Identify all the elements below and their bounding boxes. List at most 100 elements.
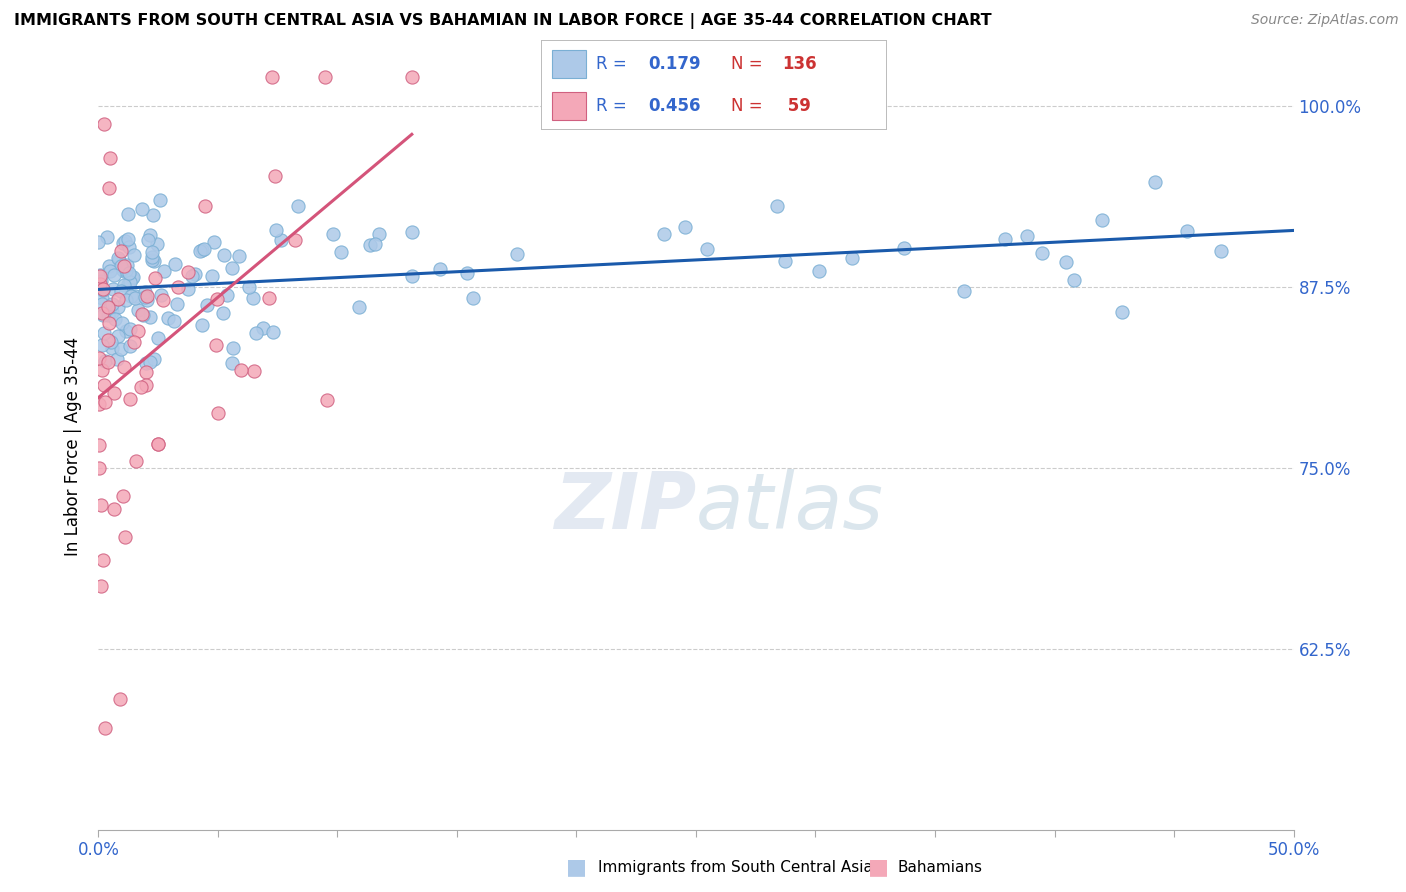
Point (90, 363, 112, 377)
Point (264, 169, 287, 183)
Point (117, 232, 139, 246)
Point (252, 321, 274, 335)
Point (652, 227, 675, 242)
Point (97, 333, 120, 347)
Point (135, 378, 157, 392)
Point (194, 199, 217, 213)
Point (122, 335, 145, 350)
Point (93, 326, 115, 340)
Text: N =: N = (731, 55, 768, 73)
Point (135, 357, 157, 371)
Point (347, 300, 370, 314)
Point (131, 307, 153, 321)
Point (91, 283, 114, 297)
Point (139, 354, 162, 368)
Point (953, 284, 976, 298)
Point (120, 392, 142, 407)
Point (93, 395, 115, 409)
Point (1111, 305, 1133, 319)
Point (205, 293, 228, 307)
Point (150, 287, 173, 301)
Point (127, 324, 149, 338)
Point (90, 306, 112, 320)
Point (120, 275, 142, 289)
Point (1091, 213, 1114, 227)
Point (103, 385, 125, 400)
Point (152, 264, 174, 278)
Point (93, 117, 115, 131)
Point (110, 284, 132, 298)
Point (134, 285, 156, 300)
Point (94, 721, 117, 735)
Point (322, 227, 344, 241)
Point (142, 208, 165, 222)
Point (124, 453, 146, 467)
Point (217, 288, 239, 302)
Point (841, 251, 863, 265)
Point (98, 301, 121, 315)
Point (111, 261, 134, 276)
Text: ZIP: ZIP (554, 469, 696, 545)
Point (131, 380, 153, 394)
Point (93, 377, 115, 392)
Point (367, 227, 389, 241)
Point (221, 260, 243, 275)
Point (89, 438, 111, 452)
Point (765, 199, 787, 213)
Point (162, 314, 184, 328)
Point (136, 293, 159, 307)
Point (257, 291, 280, 305)
Point (183, 267, 205, 281)
Point (1175, 224, 1198, 238)
Point (87, 461, 110, 475)
Point (101, 305, 124, 319)
Point (108, 252, 131, 267)
Point (1143, 175, 1166, 189)
Point (122, 248, 145, 262)
Text: R =: R = (596, 55, 633, 73)
Point (242, 364, 264, 378)
Point (112, 277, 135, 292)
Point (141, 253, 163, 268)
Point (121, 269, 143, 284)
Point (89, 351, 111, 365)
Point (136, 234, 159, 248)
Point (90, 499, 112, 513)
Text: atlas: atlas (696, 469, 884, 545)
Point (114, 530, 136, 544)
Point (108, 692, 131, 706)
Point (118, 239, 141, 253)
Point (134, 289, 156, 303)
Point (111, 316, 134, 330)
Point (112, 235, 135, 250)
Point (506, 247, 529, 261)
Point (149, 193, 172, 207)
Point (87, 397, 110, 411)
Point (152, 293, 174, 307)
Point (807, 264, 830, 278)
Point (228, 249, 250, 263)
Point (107, 300, 129, 314)
Point (118, 266, 141, 280)
Point (146, 436, 169, 450)
Point (98, 263, 121, 277)
FancyBboxPatch shape (551, 50, 586, 78)
Point (98, 316, 121, 330)
Point (181, 269, 204, 284)
Point (287, 199, 309, 213)
Point (96, 230, 118, 244)
Point (221, 356, 243, 370)
Point (101, 342, 124, 356)
Point (314, 70, 336, 84)
Text: R =: R = (596, 97, 633, 115)
Point (1031, 246, 1053, 260)
Point (401, 269, 423, 284)
Point (89, 268, 111, 283)
Point (429, 261, 451, 276)
Point (141, 250, 163, 264)
Point (124, 291, 146, 305)
Point (132, 308, 155, 322)
Point (142, 254, 165, 268)
Text: Immigrants from South Central Asia: Immigrants from South Central Asia (598, 860, 873, 874)
Point (197, 297, 219, 311)
